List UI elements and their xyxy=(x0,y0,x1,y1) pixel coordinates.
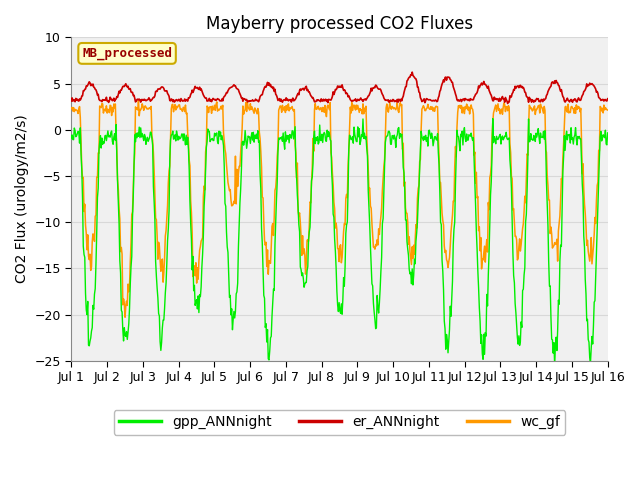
Text: MB_processed: MB_processed xyxy=(82,47,172,60)
Y-axis label: CO2 Flux (urology/m2/s): CO2 Flux (urology/m2/s) xyxy=(15,115,29,283)
Title: Mayberry processed CO2 Fluxes: Mayberry processed CO2 Fluxes xyxy=(206,15,473,33)
Legend: gpp_ANNnight, er_ANNnight, wc_gf: gpp_ANNnight, er_ANNnight, wc_gf xyxy=(114,410,565,435)
